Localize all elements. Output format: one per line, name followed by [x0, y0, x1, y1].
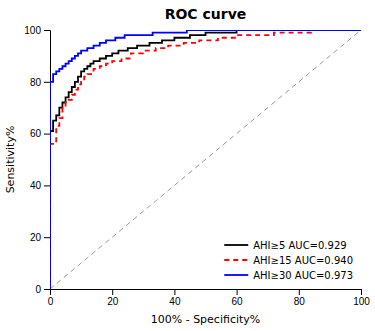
x-axis-tick-label: 80: [294, 296, 306, 307]
x-axis-tick: 60: [232, 289, 244, 307]
y-axis: 0 20 40 60 80 100: [24, 25, 50, 295]
y-axis-tick-label: 80: [30, 77, 42, 88]
x-axis-tick-mark: [299, 289, 300, 295]
x-axis-tick: 100: [353, 289, 370, 307]
x-axis-tick-label: 100: [353, 296, 370, 307]
legend-entry: AHI≥30 AUC=0.973: [224, 270, 353, 281]
y-axis-tick-label: 0: [35, 284, 41, 295]
x-axis-tick-mark: [237, 289, 238, 295]
y-axis-tick: 60: [30, 128, 50, 139]
y-axis-line: [44, 31, 51, 290]
x-axis-tick: 20: [107, 289, 119, 307]
y-axis-tick-mark: [44, 82, 50, 83]
chart: 0 20 40 60 80 100 0 20 40 60 80 100 ROC curve 100% - …: [0, 0, 375, 331]
x-axis-tick-label: 60: [232, 296, 244, 307]
x-axis-tick-label: 20: [107, 296, 119, 307]
legend-swatch: [224, 274, 248, 276]
y-axis-title: Sensitivity%: [4, 126, 17, 194]
y-axis-tick-label: 20: [30, 232, 42, 243]
y-axis-tick: 80: [30, 77, 50, 88]
x-axis: 0 20 40 60 80 100: [48, 289, 371, 307]
x-axis-tick-mark: [174, 289, 175, 295]
y-axis-tick-mark: [44, 30, 50, 31]
x-axis-tick-label: 0: [48, 296, 54, 307]
legend-label: AHI≥30 AUC=0.973: [253, 270, 353, 281]
y-axis-tick: 20: [30, 232, 50, 243]
y-axis-tick-mark: [44, 185, 50, 186]
x-axis-tick: 0: [48, 289, 54, 307]
legend: AHI≥5 AUC=0.929 AHI≥15 AUC=0.940 AHI≥30 AU…: [224, 240, 353, 281]
x-axis-tick: 80: [294, 289, 306, 307]
y-axis-tick-mark: [44, 237, 50, 238]
x-axis-title: 100% - Specificity%: [151, 313, 261, 326]
y-axis-tick-label: 100: [24, 25, 41, 36]
legend-entry: AHI≥5 AUC=0.929: [224, 240, 346, 251]
roc-curve: [50, 30, 361, 289]
y-axis-tick-mark: [44, 134, 50, 135]
x-axis-tick: 40: [169, 289, 181, 307]
y-axis-tick: 40: [30, 180, 50, 191]
legend-label: AHI≥5 AUC=0.929: [253, 240, 346, 251]
legend-swatch: [224, 259, 248, 261]
reference-line: [50, 30, 361, 289]
legend-swatch: [224, 244, 248, 246]
x-axis-line: [51, 290, 362, 296]
roc-curve: [50, 30, 361, 289]
plot-area: [50, 30, 361, 289]
chart-title: ROC curve: [165, 6, 247, 22]
legend-entry: AHI≥15 AUC=0.940: [224, 255, 353, 266]
x-axis-tick-mark: [361, 289, 362, 295]
y-axis-tick: 0: [35, 284, 50, 295]
y-axis-tick-label: 60: [30, 128, 42, 139]
x-axis-tick-label: 40: [169, 296, 181, 307]
x-axis-tick-mark: [112, 289, 113, 295]
roc-curve: [50, 30, 361, 289]
y-axis-tick-label: 40: [30, 180, 42, 191]
legend-label: AHI≥15 AUC=0.940: [253, 255, 353, 266]
y-axis-tick: 100: [24, 25, 50, 36]
y-axis-tick-mark: [44, 289, 50, 290]
